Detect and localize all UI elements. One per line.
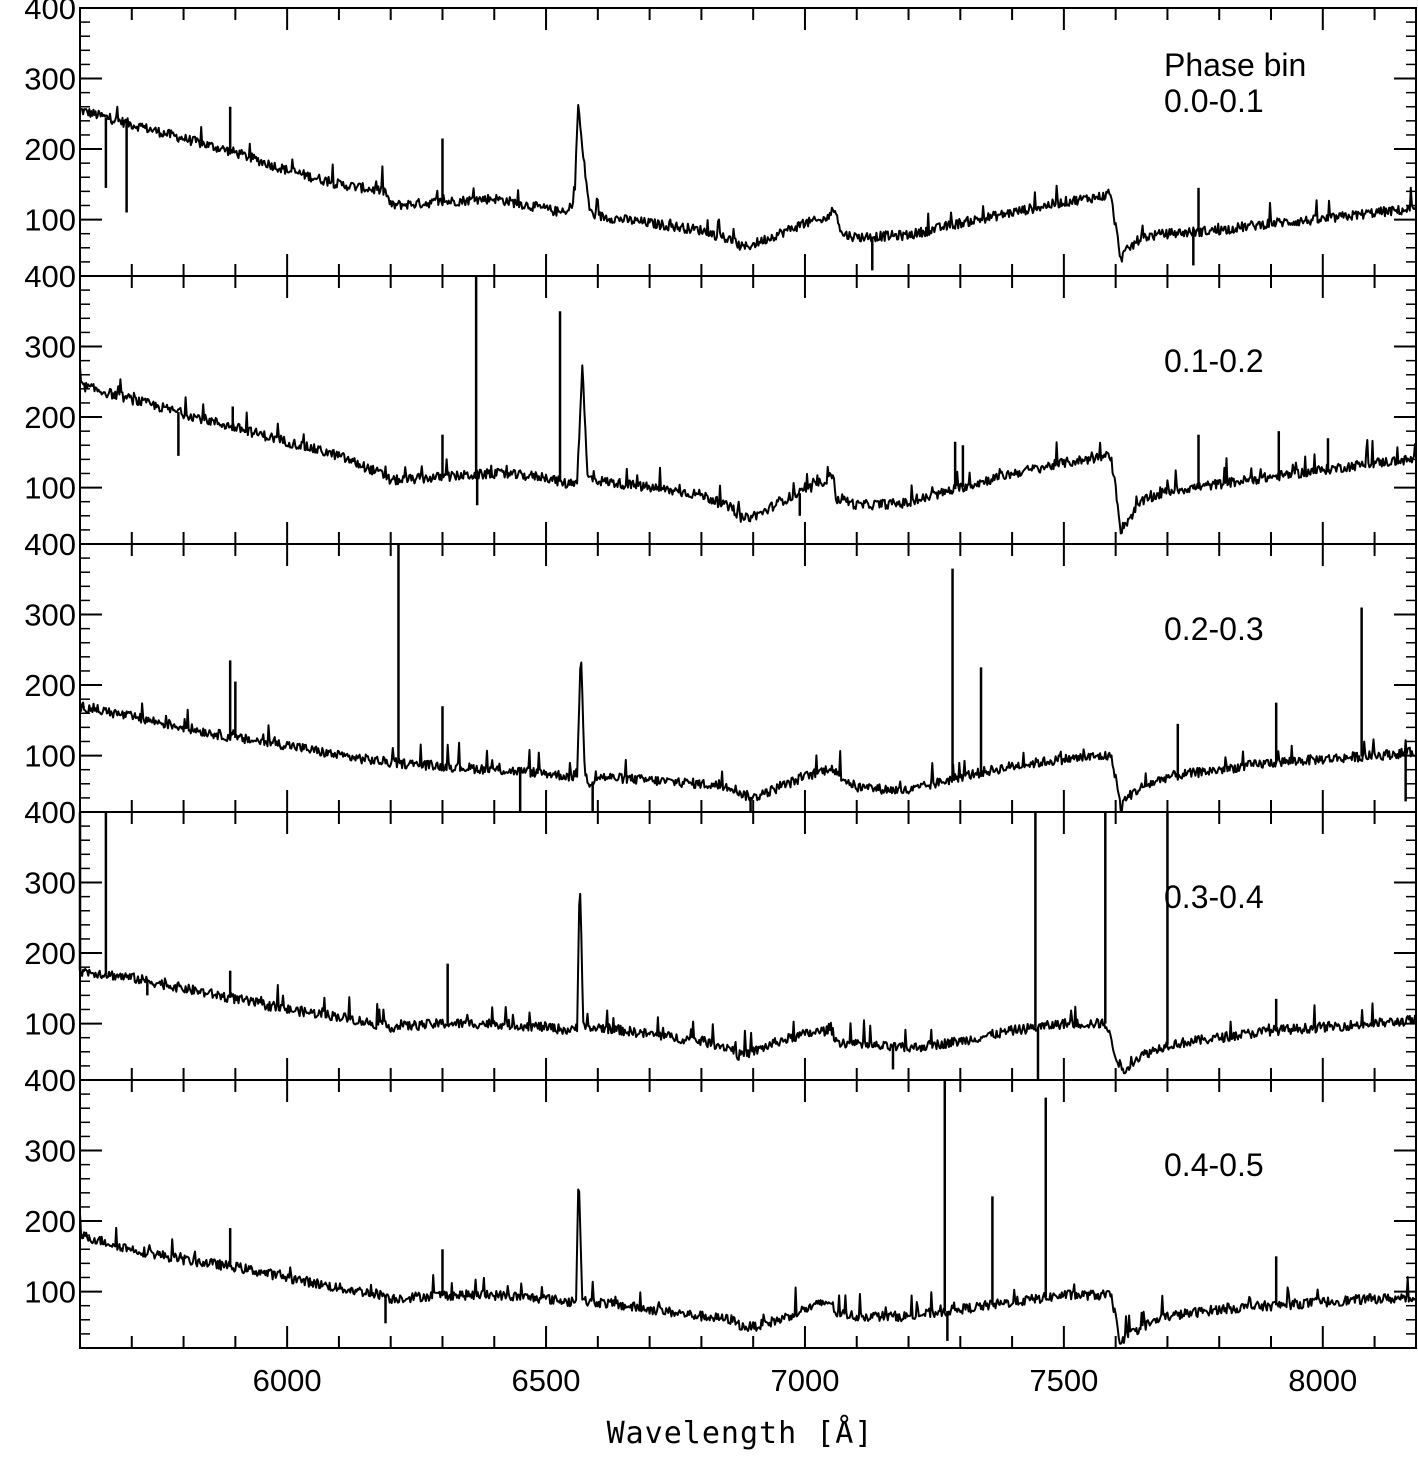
panel-3: 100 200 300 400 0.2-0.3 bbox=[24, 527, 1417, 813]
y-tick-label: 400 bbox=[24, 795, 76, 830]
y-tick-label: 300 bbox=[24, 330, 76, 365]
panel-label: 0.4-0.5 bbox=[1164, 1147, 1264, 1183]
y-tick-label: 300 bbox=[24, 1134, 76, 1169]
spectrum-line bbox=[79, 1188, 1417, 1345]
x-tick-label: 6000 bbox=[253, 1363, 322, 1398]
x-tick-label: 7000 bbox=[770, 1363, 839, 1398]
spectrum-line bbox=[79, 364, 1417, 535]
panel-2: 100 200 300 400 0.1-0.2 bbox=[24, 259, 1417, 545]
x-tick-label: 8000 bbox=[1288, 1363, 1357, 1398]
spectrum-line bbox=[79, 892, 1417, 1075]
spectrum-line bbox=[79, 104, 1417, 263]
y-tick-label: 200 bbox=[24, 668, 76, 703]
x-axis-label: Wavelength [Å] bbox=[607, 1415, 874, 1451]
y-tick-label: 100 bbox=[24, 1007, 76, 1042]
y-tick-label: 200 bbox=[24, 132, 76, 167]
y-tick-label: 300 bbox=[24, 598, 76, 633]
panel-frame bbox=[79, 811, 1417, 1081]
x-tick-label: 7500 bbox=[1029, 1363, 1098, 1398]
y-tick-label: 200 bbox=[24, 400, 76, 435]
panel-label: 0.2-0.3 bbox=[1164, 611, 1264, 647]
y-tick-label: 300 bbox=[24, 866, 76, 901]
y-tick-label: 100 bbox=[24, 203, 76, 238]
y-tick-label: 200 bbox=[24, 936, 76, 971]
panel-label: Phase bin bbox=[1164, 47, 1306, 83]
panel-frame bbox=[79, 275, 1417, 545]
panel-label: 0.1-0.2 bbox=[1164, 343, 1264, 379]
y-tick-label: 400 bbox=[24, 0, 76, 26]
panel-label: 0.3-0.4 bbox=[1164, 879, 1264, 915]
panel-label: 0.0-0.1 bbox=[1164, 83, 1264, 119]
y-tick-label: 100 bbox=[24, 1275, 76, 1310]
x-tick-label: 6500 bbox=[512, 1363, 581, 1398]
spectrum-line bbox=[79, 661, 1417, 813]
y-tick-label: 200 bbox=[24, 1204, 76, 1239]
y-tick-label: 400 bbox=[24, 1063, 76, 1098]
y-tick-label: 400 bbox=[24, 527, 76, 562]
panel-4: 100 200 300 400 0.3-0.4 bbox=[24, 795, 1417, 1081]
panel-5: 100 200 300 400 0.4-0.5 bbox=[24, 1063, 1417, 1349]
y-tick-label: 100 bbox=[24, 739, 76, 774]
y-tick-label: 400 bbox=[24, 259, 76, 294]
y-tick-label: 300 bbox=[24, 62, 76, 97]
y-tick-label: 100 bbox=[24, 471, 76, 506]
